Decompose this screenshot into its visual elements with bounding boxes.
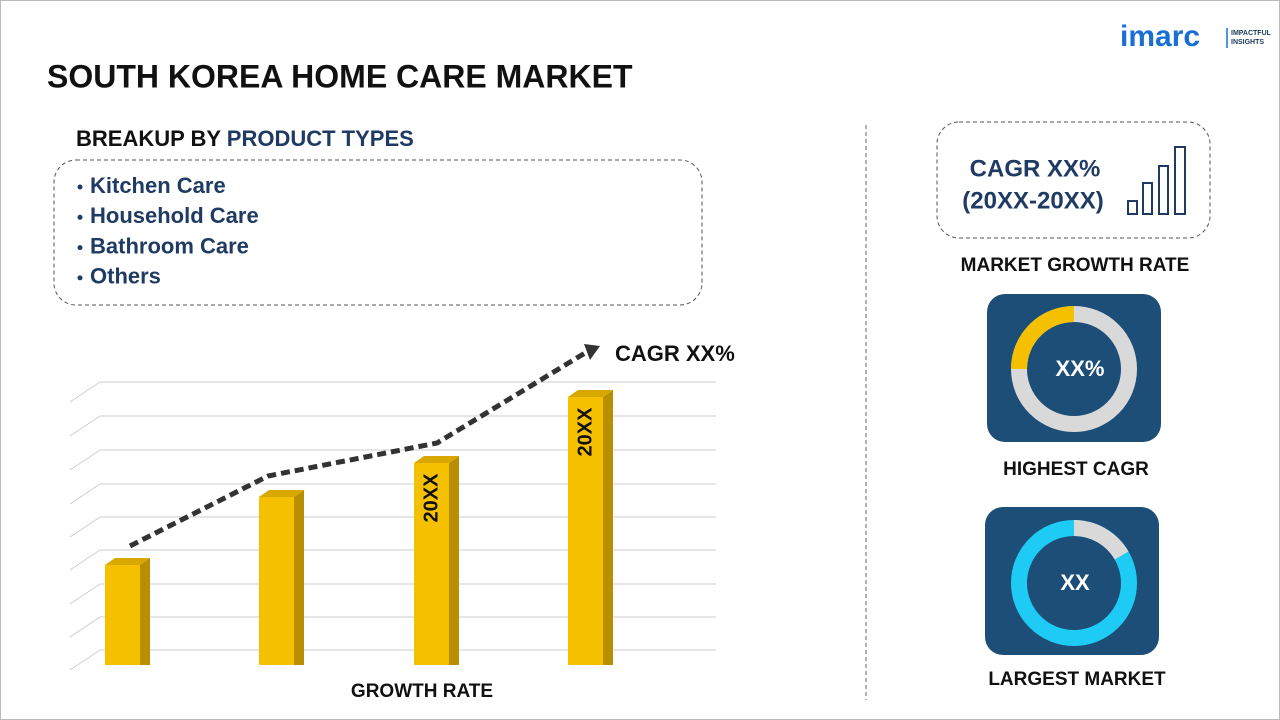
logo-tagline: IMPACTFUL bbox=[1231, 30, 1272, 37]
list-item: Others bbox=[90, 264, 161, 289]
tile-value: XX% bbox=[1056, 356, 1105, 381]
title: SOUTH KOREA HOME CARE MARKET bbox=[47, 58, 633, 94]
cagr-label: CAGR XX% bbox=[615, 341, 735, 366]
bar-label: 20XX bbox=[420, 473, 442, 523]
list-item: Household Care bbox=[90, 203, 259, 228]
bullet bbox=[77, 275, 83, 281]
list-box bbox=[53, 159, 703, 306]
bullet bbox=[77, 245, 83, 251]
arrow-head bbox=[584, 344, 600, 360]
growth-line: CAGR XX% bbox=[970, 155, 1101, 182]
logo-tagline: INSIGHTS bbox=[1231, 39, 1264, 46]
axis-label: GROWTH RATE bbox=[351, 681, 493, 702]
grid bbox=[69, 381, 716, 671]
caption: MARKET GROWTH RATE bbox=[961, 255, 1190, 276]
growth-box bbox=[936, 121, 1211, 239]
growth-icon bbox=[1127, 146, 1186, 215]
list-item: Bathroom Care bbox=[90, 233, 249, 258]
list-item: Kitchen Care bbox=[90, 173, 226, 198]
breakup-heading: BREAKUP BY PRODUCT TYPES bbox=[76, 126, 414, 151]
heading-highlight: PRODUCT TYPES bbox=[227, 126, 414, 151]
donut-track bbox=[1073, 520, 1129, 560]
bullet bbox=[77, 184, 83, 190]
tile-value: XX bbox=[1060, 570, 1090, 595]
list: Kitchen Care Household Care Bathroom Care O… bbox=[77, 173, 259, 289]
heading-prefix: BREAKUP BY bbox=[76, 126, 221, 151]
donut-arc bbox=[1011, 306, 1075, 370]
logo-name: imarc bbox=[1120, 20, 1200, 53]
bars bbox=[105, 390, 613, 665]
bar-label: 20XX bbox=[574, 407, 596, 457]
growth-line: (20XX-20XX) bbox=[962, 187, 1103, 214]
caption: LARGEST MARKET bbox=[988, 669, 1166, 690]
trend-arrow bbox=[128, 350, 587, 549]
bullet bbox=[77, 214, 83, 220]
caption: HIGHEST CAGR bbox=[1003, 459, 1149, 480]
